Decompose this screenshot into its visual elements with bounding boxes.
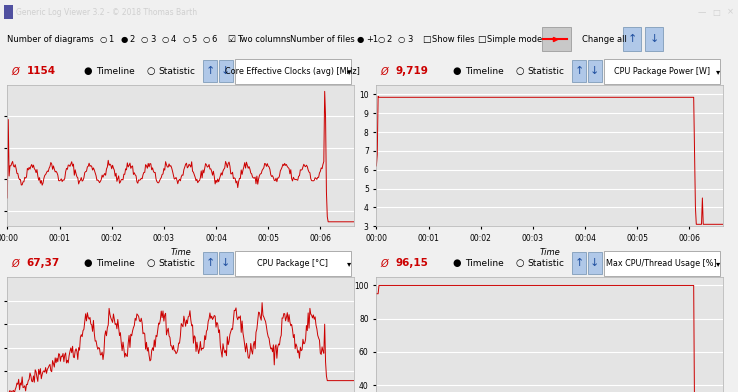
- Text: ▾: ▾: [347, 67, 351, 76]
- Text: Ø: Ø: [11, 258, 18, 269]
- Text: ●: ●: [120, 34, 128, 44]
- Text: 1154: 1154: [27, 66, 55, 76]
- Text: Statistic: Statistic: [158, 259, 196, 268]
- Text: Change all: Change all: [582, 34, 627, 44]
- Text: ○: ○: [515, 66, 524, 76]
- Text: ○: ○: [146, 258, 155, 269]
- Text: 67,37: 67,37: [27, 258, 60, 269]
- Text: ○: ○: [515, 258, 524, 269]
- Text: Statistic: Statistic: [527, 259, 565, 268]
- Text: ●: ●: [356, 34, 364, 44]
- Text: ●: ●: [83, 66, 92, 76]
- Text: 5: 5: [191, 34, 196, 44]
- Text: ↓: ↓: [590, 258, 599, 269]
- Bar: [588, 60, 602, 82]
- Bar: [645, 27, 663, 51]
- Text: CPU Package Power [W]: CPU Package Power [W]: [613, 67, 710, 76]
- Bar: [235, 59, 351, 84]
- Text: 3: 3: [407, 34, 413, 44]
- Text: 1: 1: [108, 34, 114, 44]
- Text: ○: ○: [146, 66, 155, 76]
- Text: 4: 4: [170, 34, 176, 44]
- Text: ○: ○: [100, 34, 107, 44]
- Text: ↓: ↓: [590, 66, 599, 76]
- Text: Statistic: Statistic: [158, 67, 196, 76]
- Text: CPU Package [°C]: CPU Package [°C]: [257, 259, 328, 268]
- Text: Max CPU/Thread Usage [%]: Max CPU/Thread Usage [%]: [607, 259, 717, 268]
- Text: ☑: ☑: [227, 34, 235, 44]
- Text: □: □: [422, 34, 431, 44]
- Text: ↓: ↓: [221, 258, 230, 269]
- Text: 3: 3: [150, 34, 155, 44]
- Text: ▾: ▾: [347, 259, 351, 268]
- Text: ↑: ↑: [206, 258, 215, 269]
- Text: 96,15: 96,15: [396, 258, 428, 269]
- Text: ↓: ↓: [649, 34, 659, 44]
- Bar: [573, 60, 586, 82]
- Text: Simple mode: Simple mode: [487, 34, 542, 44]
- Text: ○: ○: [377, 34, 384, 44]
- Bar: [4, 5, 13, 20]
- Text: 2: 2: [387, 34, 392, 44]
- Text: Ø: Ø: [380, 66, 387, 76]
- Text: ▾: ▾: [716, 259, 720, 268]
- Bar: [604, 59, 720, 84]
- Bar: [542, 27, 571, 51]
- Text: Timeline: Timeline: [465, 67, 503, 76]
- Bar: [604, 251, 720, 276]
- Text: ↓: ↓: [221, 66, 230, 76]
- Text: □: □: [477, 34, 486, 44]
- Text: ●: ●: [83, 258, 92, 269]
- Text: ▾: ▾: [716, 67, 720, 76]
- Bar: [623, 27, 641, 51]
- Text: ●: ●: [452, 258, 461, 269]
- Text: Ø: Ø: [380, 258, 387, 269]
- Text: 9,719: 9,719: [396, 66, 428, 76]
- Text: ○: ○: [162, 34, 169, 44]
- Text: 2: 2: [129, 34, 134, 44]
- Text: Number of diagrams: Number of diagrams: [7, 34, 94, 44]
- Text: Generic Log Viewer 3.2 - © 2018 Thomas Barth: Generic Log Viewer 3.2 - © 2018 Thomas B…: [16, 8, 197, 16]
- Text: Statistic: Statistic: [527, 67, 565, 76]
- Text: ●: ●: [452, 66, 461, 76]
- Text: ○: ○: [203, 34, 210, 44]
- Bar: [588, 252, 602, 274]
- Text: Timeline: Timeline: [465, 259, 503, 268]
- Text: —: —: [697, 8, 706, 16]
- X-axis label: Time: Time: [170, 249, 191, 258]
- Text: ↑: ↑: [627, 34, 637, 44]
- Bar: [235, 251, 351, 276]
- Text: 6: 6: [212, 34, 217, 44]
- Text: +1: +1: [366, 34, 378, 44]
- Text: ○: ○: [141, 34, 148, 44]
- Bar: [573, 252, 586, 274]
- Text: ↑: ↑: [206, 66, 215, 76]
- Text: Timeline: Timeline: [96, 67, 134, 76]
- Text: Number of files: Number of files: [290, 34, 355, 44]
- Text: Ø: Ø: [11, 66, 18, 76]
- X-axis label: Time: Time: [539, 249, 560, 258]
- Text: ×: ×: [727, 8, 734, 16]
- Text: □: □: [712, 8, 720, 16]
- Bar: [204, 60, 217, 82]
- Bar: [204, 252, 217, 274]
- Text: ○: ○: [182, 34, 190, 44]
- Text: Two columns: Two columns: [237, 34, 291, 44]
- Text: ↑: ↑: [575, 66, 584, 76]
- Text: Show files: Show files: [432, 34, 475, 44]
- Text: ○: ○: [398, 34, 405, 44]
- Bar: [219, 252, 233, 274]
- Text: Core Effective Clocks (avg) [MHz]: Core Effective Clocks (avg) [MHz]: [225, 67, 360, 76]
- Text: ↑: ↑: [575, 258, 584, 269]
- Text: Timeline: Timeline: [96, 259, 134, 268]
- Bar: [219, 60, 233, 82]
